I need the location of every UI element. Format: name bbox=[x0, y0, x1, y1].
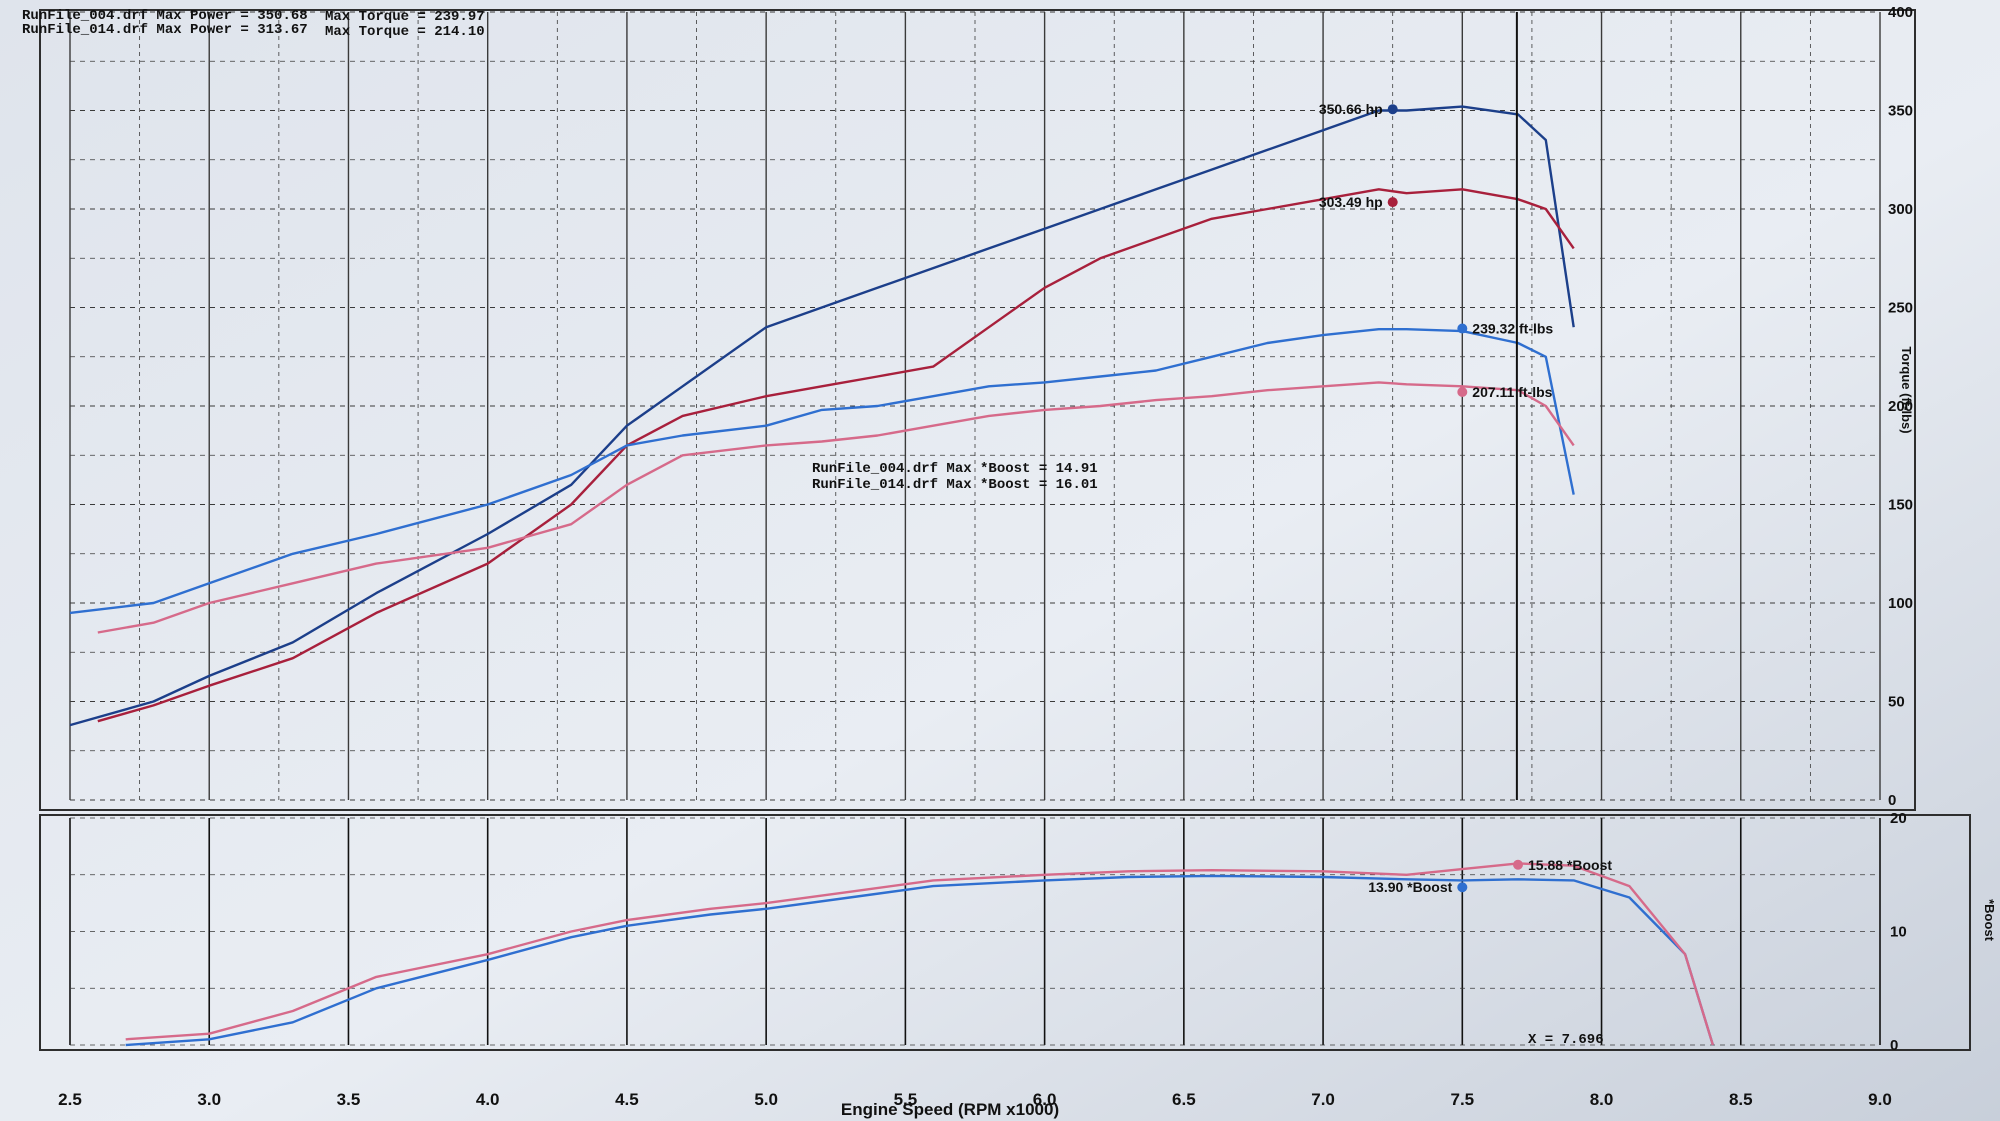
cursor-x-label: X = 7.696 bbox=[1528, 1032, 1604, 1048]
annotation-label: 239.32 ft-lbs bbox=[1472, 321, 1553, 337]
x-tick-label: 5.0 bbox=[754, 1090, 778, 1109]
x-tick-label: 6.5 bbox=[1172, 1090, 1196, 1109]
boost-axis-title: *Boost bbox=[1982, 899, 1997, 942]
main-plot-frame bbox=[39, 9, 1916, 811]
boost-plot-frame bbox=[39, 814, 1971, 1051]
header-torque-line-2: Max Torque = 214.10 bbox=[325, 24, 485, 40]
boost-tick-label: 10 bbox=[1890, 924, 1907, 941]
main-plot-series bbox=[69, 105, 1575, 727]
torque-axis-title: Torque (ft-lbs) bbox=[1899, 346, 1914, 433]
boost-note-line-2: RunFile_014.drf Max *Boost = 16.01 bbox=[812, 477, 1098, 493]
x-tick-label: 7.5 bbox=[1450, 1090, 1474, 1109]
annotation-marker bbox=[1387, 197, 1398, 208]
series-line-3 bbox=[97, 381, 1575, 634]
boost-plot-series bbox=[125, 862, 1715, 1047]
x-tick-label: 4.0 bbox=[476, 1090, 500, 1109]
x-axis-title: Engine Speed (RPM x1000) bbox=[841, 1100, 1059, 1119]
series-line-0 bbox=[69, 105, 1575, 727]
annotation-label: 303.49 hp bbox=[1319, 194, 1383, 210]
boost-note: RunFile_004.drf Max *Boost = 14.91 RunFi… bbox=[812, 461, 1098, 493]
boost-tick-label: 0 bbox=[1890, 1037, 1898, 1054]
torque-tick-label: 350 bbox=[1888, 103, 1913, 120]
annotation-label: 13.90 *Boost bbox=[1368, 879, 1452, 895]
x-tick-label: 5.5 bbox=[894, 1090, 918, 1109]
boost-note-line-1: RunFile_004.drf Max *Boost = 14.91 bbox=[812, 461, 1098, 477]
annotation-marker bbox=[1457, 882, 1468, 893]
torque-tick-label: 100 bbox=[1888, 595, 1913, 612]
series-line-0 bbox=[125, 874, 1715, 1047]
x-tick-label: 8.5 bbox=[1729, 1090, 1753, 1109]
header-power-line-1: RunFile_004.drf Max Power = 350.68 bbox=[22, 8, 308, 24]
torque-tick-label: 200 bbox=[1888, 398, 1913, 415]
boost-plot-grid: 2.5 3.0 3.5 4.0 4.5 5.0 5.5 6.0 6.5 7.0 7.5 8.0 8.5 9… bbox=[58, 810, 1907, 1109]
torque-tick-label: 50 bbox=[1888, 694, 1905, 711]
annotation-marker bbox=[1387, 104, 1398, 115]
annotation-marker bbox=[1513, 859, 1523, 870]
x-tick-label: 7.0 bbox=[1311, 1090, 1335, 1109]
series-line-1 bbox=[125, 862, 1715, 1046]
annotation-marker bbox=[1457, 323, 1468, 334]
x-tick-label: 6.0 bbox=[1033, 1090, 1057, 1109]
header-power-line-2: RunFile_014.drf Max Power = 313.67 bbox=[22, 22, 308, 38]
torque-tick-label: 300 bbox=[1888, 201, 1913, 218]
x-tick-label: 3.0 bbox=[197, 1090, 221, 1109]
chart-annotations: 350.66 hp 303.49 hp 239.32 ft-lbs 207.11 ft… bbox=[1319, 12, 1612, 895]
x-tick-label: 8.0 bbox=[1590, 1090, 1614, 1109]
series-line-1 bbox=[97, 188, 1575, 723]
boost-tick-label: 20 bbox=[1890, 810, 1907, 827]
torque-tick-label: 0 bbox=[1888, 792, 1896, 809]
annotation-label: 207.11 ft-lbs bbox=[1472, 384, 1552, 400]
header-torque-line-1: Max Torque = 239.97 bbox=[325, 9, 485, 25]
torque-tick-label: 400 bbox=[1888, 4, 1913, 21]
torque-tick-label: 150 bbox=[1888, 497, 1913, 514]
annotation-label: 15.88 *Boost bbox=[1528, 857, 1612, 873]
main-plot-grid: 0 50 100 150 200 250 300 350 400 bbox=[69, 4, 1913, 809]
header-summary: RunFile_004.drf Max Power = 350.68 Max T… bbox=[22, 8, 485, 40]
x-tick-label: 9.0 bbox=[1868, 1090, 1892, 1109]
series-line-2 bbox=[69, 328, 1575, 615]
x-tick-label: 3.5 bbox=[337, 1090, 361, 1109]
annotation-label: 350.66 hp bbox=[1319, 101, 1383, 117]
x-tick-label: 4.5 bbox=[615, 1090, 639, 1109]
torque-tick-label: 250 bbox=[1888, 300, 1913, 317]
x-tick-label: 2.5 bbox=[58, 1090, 82, 1109]
annotation-marker bbox=[1457, 386, 1468, 397]
